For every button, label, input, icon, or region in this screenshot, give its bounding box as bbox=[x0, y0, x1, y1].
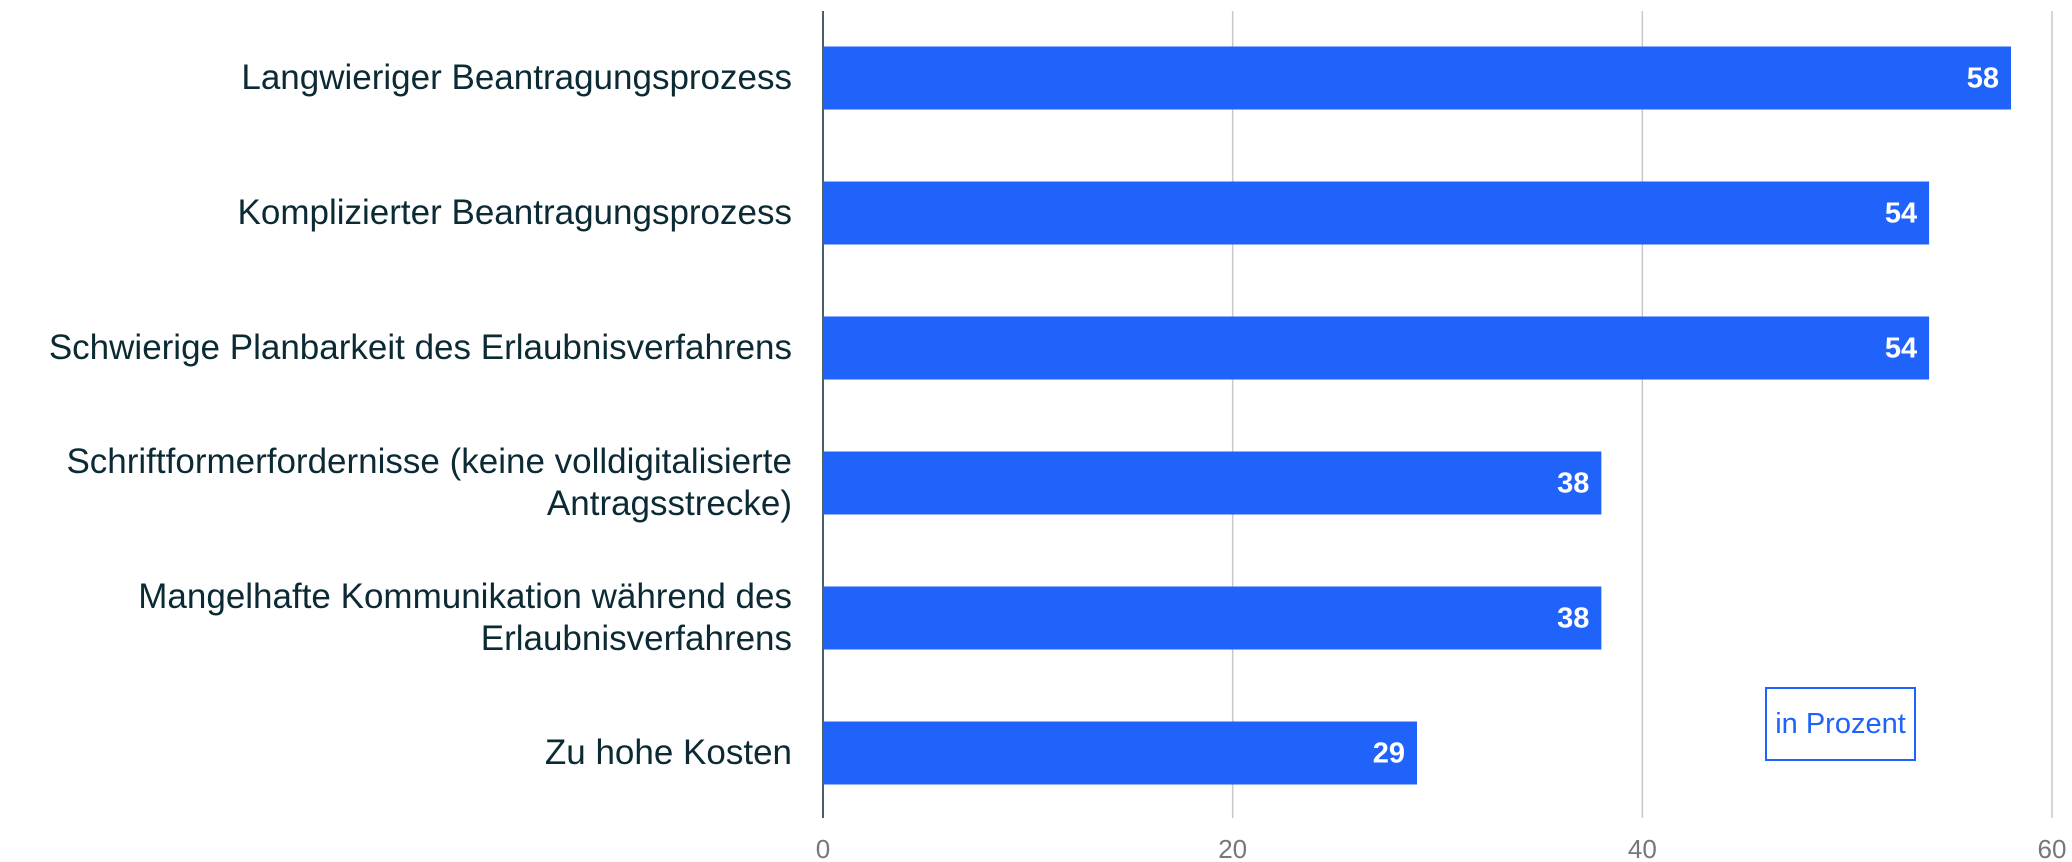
annotation: in Prozent bbox=[1765, 687, 1916, 761]
value-label: 29 bbox=[1373, 738, 1405, 770]
bar bbox=[823, 316, 1930, 380]
bar bbox=[823, 181, 1930, 245]
value-label: 38 bbox=[1557, 468, 1589, 500]
category-label: Zu hohe Kosten bbox=[544, 733, 792, 772]
x-tick-label: 60 bbox=[2038, 834, 2067, 862]
category-label: Mangelhafte Kommunikation während des Er… bbox=[138, 577, 792, 658]
category-label: Schwierige Planbarkeit des Erlaubnisverf… bbox=[48, 328, 792, 367]
bar bbox=[823, 586, 1602, 650]
category-label: Schriftformerfordernisse (keine volldigi… bbox=[66, 442, 792, 523]
value-label: 38 bbox=[1557, 603, 1589, 635]
category-label: Komplizierter Beantragungsprozess bbox=[237, 193, 792, 232]
x-tick-label: 20 bbox=[1218, 834, 1247, 862]
x-tick-label: 40 bbox=[1628, 834, 1657, 862]
value-label: 58 bbox=[1967, 63, 1999, 95]
bar bbox=[823, 46, 2012, 110]
bar bbox=[823, 721, 1418, 785]
value-label: 54 bbox=[1885, 333, 1917, 365]
value-label: 54 bbox=[1885, 198, 1917, 230]
category-label: Langwieriger Beantragungsprozess bbox=[241, 58, 792, 97]
bar bbox=[823, 451, 1602, 515]
x-tick-label: 0 bbox=[816, 834, 830, 862]
